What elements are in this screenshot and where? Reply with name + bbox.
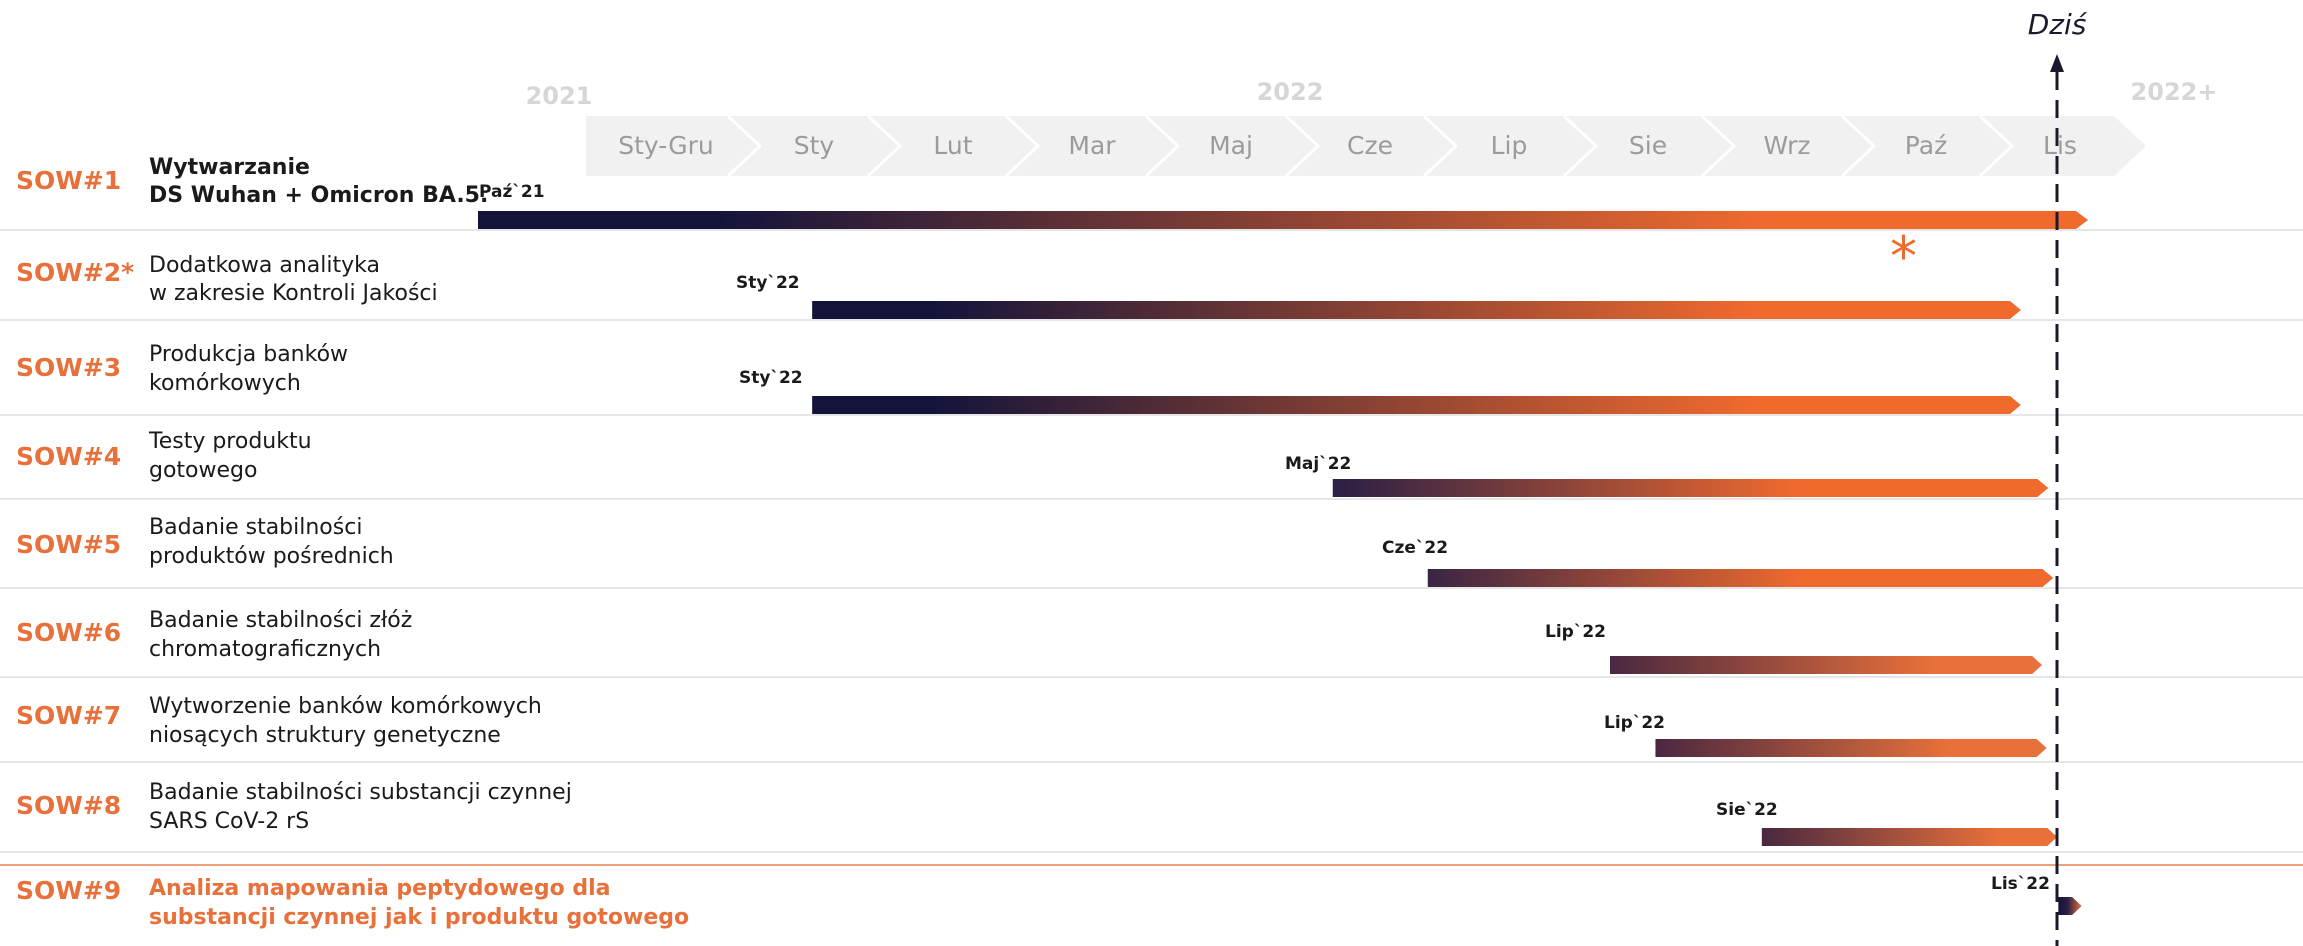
today-label: Dziś xyxy=(2027,8,2087,41)
bar-start-label: Lip`22 xyxy=(1604,713,1665,733)
sow-description-line1: Wytworzenie banków komórkowych xyxy=(149,694,542,719)
bar-start-label: Sty`22 xyxy=(736,273,800,293)
month-strip-chevrons xyxy=(586,116,2146,176)
gantt-bar xyxy=(812,396,2021,414)
month-lut: Lut xyxy=(933,131,973,160)
today-marker-line xyxy=(2050,54,2064,946)
gantt-bar xyxy=(478,211,2088,229)
sow-description-line2: w zakresie Kontroli Jakości xyxy=(149,281,438,306)
month-wrz: Wrz xyxy=(1763,131,1811,160)
sow-description-line2: gotowego xyxy=(149,458,258,483)
sow-code: SOW#1 xyxy=(16,166,122,195)
sow-description-line1: Badanie stabilności złóż xyxy=(149,608,413,633)
bar-start-label: Lis`22 xyxy=(1991,874,2050,894)
row-separator xyxy=(0,676,2303,678)
row-separator xyxy=(0,587,2303,589)
sow-code: SOW#6 xyxy=(16,618,122,647)
sow-description-line1: Wytwarzanie xyxy=(149,155,310,180)
month-maj: Maj xyxy=(1209,131,1253,160)
row-separator xyxy=(0,319,2303,321)
asterisk-note-marker: * xyxy=(1890,225,1917,288)
bar-start-label: Maj`22 xyxy=(1285,454,1352,474)
gantt-bar xyxy=(812,301,2021,319)
sow-description-line1: Badanie stabilności xyxy=(149,515,363,540)
gantt-bar xyxy=(1655,739,2047,757)
sow-description-line2: niosących struktury genetyczne xyxy=(149,723,501,748)
sow-description-line1: Analiza mapowania peptydowego dla xyxy=(149,876,611,901)
bar-start-label: Lip`22 xyxy=(1545,622,1606,642)
sow-description-line2: chromatograficznych xyxy=(149,637,382,662)
year-label-2022-plus: 2022+ xyxy=(2130,78,2218,106)
sow-description-line2: komórkowych xyxy=(149,371,301,396)
year-label-2021: 2021 xyxy=(525,82,593,110)
row-separator xyxy=(0,851,2303,853)
sow-description-line2: SARS CoV-2 rS xyxy=(149,809,310,834)
gantt-bar xyxy=(1332,479,2049,497)
gantt-bar xyxy=(2058,897,2082,915)
sow-description-line1: Produkcja banków xyxy=(149,342,349,367)
row-separator-accent xyxy=(0,864,2303,866)
month-lis: Lis xyxy=(2043,131,2077,160)
sow-description-line2: DS Wuhan + Omicron BA.5. xyxy=(149,183,489,208)
month-sty: Sty xyxy=(793,131,835,160)
row-separator xyxy=(0,498,2303,500)
row-separator xyxy=(0,229,2303,231)
sow-description-line1: Badanie stabilności substancji czynnej xyxy=(149,780,572,805)
bar-start-label: Sty`22 xyxy=(739,368,803,388)
row-separator xyxy=(0,761,2303,763)
sow-code: SOW#3 xyxy=(16,353,122,382)
year-label-2022: 2022 xyxy=(1256,78,1324,106)
sow-code: SOW#4 xyxy=(16,442,122,471)
month-strip: Sty-Gru Sty Lut Mar Maj Cze Lip Sie Wrz … xyxy=(586,116,2146,176)
sow-code: SOW#2* xyxy=(16,258,135,287)
bar-start-label: Paź`21 xyxy=(479,182,545,202)
row-separator xyxy=(0,414,2303,416)
sow-description-line1: Testy produktu xyxy=(149,429,312,454)
gantt-bar xyxy=(1610,656,2042,674)
month-sty-gru: Sty-Gru xyxy=(618,131,714,160)
gantt-bar xyxy=(1761,828,2058,846)
sow-description-line1: Dodatkowa analityka xyxy=(149,253,380,278)
sow-code: SOW#9 xyxy=(16,876,122,905)
bar-start-label: Sie`22 xyxy=(1716,800,1778,820)
bar-start-label: Cze`22 xyxy=(1382,538,1449,558)
sow-code: SOW#7 xyxy=(16,701,122,730)
sow-code: SOW#5 xyxy=(16,530,122,559)
month-mar: Mar xyxy=(1068,131,1116,160)
gantt-bar xyxy=(1427,569,2054,587)
month-paz: Paź xyxy=(1904,131,1948,160)
sow-code: SOW#8 xyxy=(16,791,122,820)
sow-description-line2: produktów pośrednich xyxy=(149,544,394,569)
sow-description-line2: substancji czynnej jak i produktu gotowe… xyxy=(149,905,690,930)
month-cze: Cze xyxy=(1347,131,1393,160)
month-sie: Sie xyxy=(1628,131,1668,160)
month-lip: Lip xyxy=(1490,131,1528,160)
